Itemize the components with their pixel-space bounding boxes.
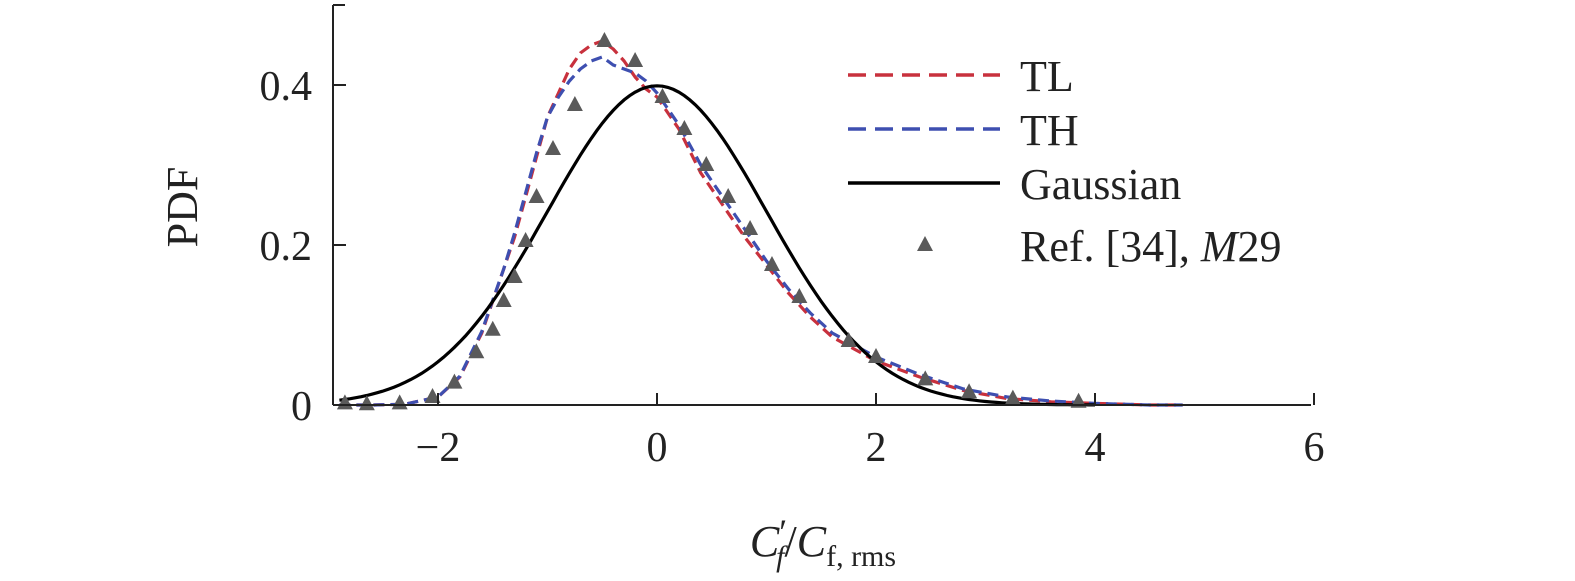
ref-data-point [358,395,375,411]
ref-data-point [424,388,441,403]
ref-data-point [654,88,671,103]
legend-label: TH [1020,106,1079,155]
ref-data-point [506,268,523,283]
plot-area [336,32,1183,411]
x-axis-title: C′ f/Cf, rms [750,512,896,573]
y-axis-title: PDF [158,167,207,248]
ref-data-point [517,232,534,247]
x-tick-label: 2 [866,425,887,471]
ref-data-point [840,332,857,347]
ref-data-point [627,52,644,67]
ref-data-point [763,256,780,271]
legend-label: TL [1020,52,1074,101]
y-tick-label: 0.4 [260,64,313,110]
x-axis: −2 0 2 4 6 [333,393,1325,471]
ref-data-point [446,373,463,389]
ref-data-point [566,96,583,111]
legend-label: Gaussian [1020,160,1181,209]
ref-data-point [961,383,978,399]
ref-data-point [528,188,545,203]
y-axis: 0 0.2 0.4 [260,4,346,430]
ref-data-point [596,32,613,47]
ref-data-point [917,370,934,386]
legend-label: Ref. [34], M29 [1020,222,1282,271]
legend-label-suffix: 29 [1238,222,1282,271]
legend-label-italic: M [1200,222,1240,271]
x-tick-label: 6 [1304,425,1325,471]
series-line-gaussian [339,84,1095,407]
x-tick-label: −2 [416,425,461,471]
x-axis-title-main1: C [750,517,780,566]
ref-data-point [336,394,353,410]
ref-data-point [698,156,715,171]
x-tick-label: 4 [1085,425,1106,471]
ref-data-point [484,320,501,336]
ref-data-point [391,394,408,410]
ref-data-point [495,292,512,307]
x-axis-title-main2: C [797,517,827,566]
ref-data-point [468,343,485,359]
ref-data-point [720,188,737,203]
ref-data-point [868,348,884,363]
legend-swatch-ref [917,236,933,251]
y-tick-label: 0 [291,384,312,430]
series-line-th [339,55,1183,407]
x-axis-title-sub2: f, rms [826,540,896,573]
y-tick-label: 0.2 [260,224,313,270]
legend: TL TH Gaussian Ref. [34], M29 [848,52,1282,271]
legend-label-prefix: Ref. [34], [1020,222,1201,271]
x-tick-label: 0 [647,425,668,471]
ref-data-point [1004,389,1021,405]
ref-data-point [544,140,561,155]
ref-data-point [791,288,808,303]
x-axis-title-slash: / [784,517,797,566]
ref-data-point [742,220,759,235]
ref-data-point [676,120,693,135]
x-axis-title-prime: ′ [779,512,787,552]
